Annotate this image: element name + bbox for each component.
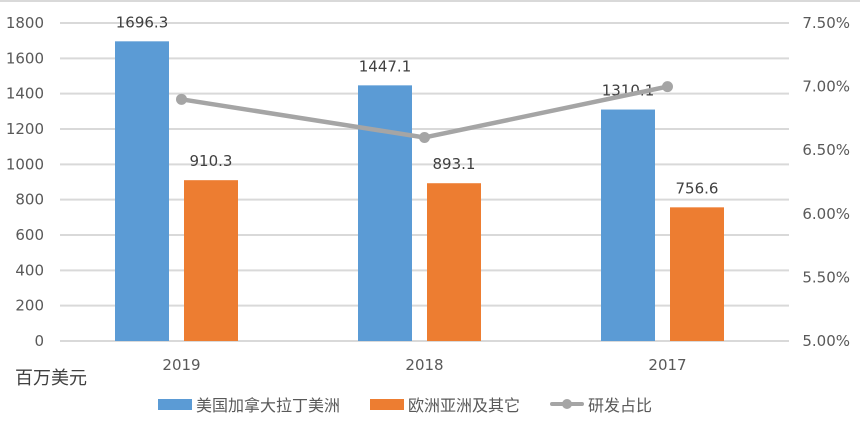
legend-item-americas: 美国加拿大拉丁美洲 — [158, 392, 340, 416]
category-label: 2017 — [648, 356, 686, 374]
left-axis-tick: 1200 — [6, 120, 44, 138]
left-axis-tick: 1600 — [6, 49, 44, 67]
bar-data-label: 910.3 — [190, 152, 233, 170]
bar-data-label: 893.1 — [433, 155, 476, 173]
left-axis-tick: 1000 — [6, 155, 44, 173]
left-axis-tick: 1400 — [6, 85, 44, 103]
bar-data-label: 1310.1 — [602, 82, 655, 100]
bar-data-label: 1447.1 — [359, 57, 412, 75]
left-axis-tick: 200 — [15, 297, 44, 315]
legend-line-marker-icon — [550, 397, 585, 411]
left-axis-unit-label: 百万美元 — [15, 368, 87, 389]
legend: 美国加拿大拉丁美洲 欧洲亚洲及其它 研发占比 — [158, 392, 682, 416]
legend-label: 研发占比 — [588, 396, 653, 415]
legend-item-europe-asia: 欧洲亚洲及其它 — [370, 392, 520, 416]
legend-item-rd-ratio: 研发占比 — [550, 392, 652, 416]
right-axis-tick: 6.00% — [802, 205, 850, 223]
bar-americas-2018 — [358, 85, 412, 341]
left-axis-tick: 400 — [15, 261, 44, 279]
left-axis-tick: 800 — [15, 191, 44, 209]
right-axis-tick: 6.50% — [802, 141, 850, 159]
rd-ratio-marker — [176, 93, 187, 105]
category-label: 2019 — [162, 356, 200, 374]
rd-ratio-marker — [419, 131, 430, 143]
right-axis-tick: 5.00% — [802, 332, 850, 350]
bar-data-label: 1696.3 — [116, 13, 169, 31]
legend-swatch-orange — [370, 398, 405, 410]
legend-swatch-blue — [158, 398, 192, 410]
category-label: 2018 — [405, 356, 443, 374]
rd-ratio-marker — [662, 81, 673, 93]
legend-label: 美国加拿大拉丁美洲 — [196, 396, 341, 415]
left-axis-tick: 0 — [34, 332, 44, 350]
bar-data-label: 756.6 — [676, 179, 719, 197]
bar-europe-asia-2019 — [184, 180, 238, 341]
left-axis-tick: 600 — [15, 226, 44, 244]
left-axis-tick: 1800 — [6, 14, 44, 32]
bar-americas-2017 — [601, 109, 655, 341]
right-axis-tick: 5.50% — [802, 268, 850, 286]
legend-label: 欧洲亚洲及其它 — [408, 396, 521, 415]
bar-americas-2019 — [115, 41, 169, 341]
top-border — [0, 0, 860, 2]
right-axis-tick: 7.00% — [802, 78, 850, 96]
bar-europe-asia-2017 — [670, 207, 724, 341]
right-axis-tick: 7.50% — [802, 14, 850, 32]
bar-europe-asia-2018 — [427, 183, 481, 341]
